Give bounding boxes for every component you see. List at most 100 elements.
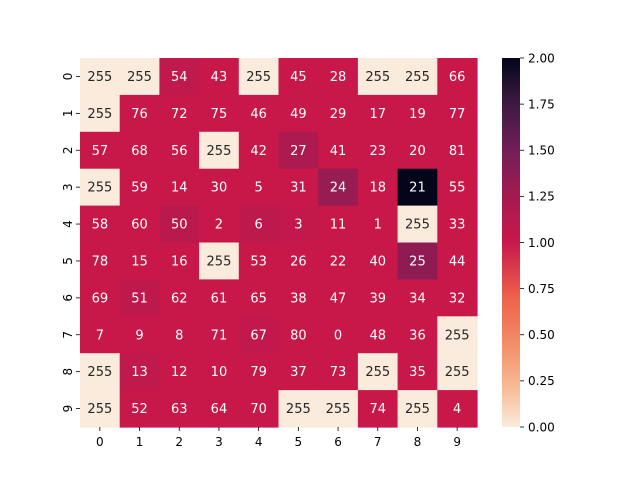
cell-label-4-9: 33 [449, 218, 466, 233]
cell-label-8-4: 79 [250, 365, 267, 380]
cell-label-7-8: 36 [409, 328, 426, 343]
heatmap-cell-9-5 [278, 390, 319, 428]
cell-label-3-7: 18 [369, 181, 386, 196]
cell-label-5-4: 53 [250, 254, 267, 269]
cell-label-4-7: 1 [374, 218, 382, 233]
heatmap-cell-4-2 [159, 205, 200, 244]
cell-label-7-3: 71 [211, 328, 228, 343]
heatmap-cell-6-6 [318, 279, 359, 317]
heatmap-cell-5-0 [80, 242, 121, 280]
heatmap-cell-8-9 [437, 353, 478, 391]
cell-label-5-2: 16 [171, 254, 188, 269]
heatmap-cell-2-6 [318, 131, 359, 170]
heatmap-cell-9-7 [357, 390, 399, 428]
cell-label-3-1: 59 [131, 181, 148, 196]
y-axis: 0 1 2 3 4 5 6 7 8 9 [61, 73, 80, 413]
heatmap-cell-5-5 [278, 242, 319, 280]
cell-label-5-5: 26 [290, 254, 307, 269]
heatmap-cell-6-8 [397, 279, 438, 317]
heatmap-cell-0-8 [397, 58, 438, 96]
heatmap-cell-4-4 [238, 205, 280, 244]
y-tick-label-2: 2 [61, 146, 75, 154]
cell-label-7-5: 80 [290, 328, 307, 343]
cell-label-7-1: 9 [135, 328, 143, 343]
cell-label-0-7: 255 [365, 70, 390, 85]
cell-label-9-2: 63 [171, 402, 188, 417]
heatmap-cell-0-6 [318, 58, 359, 96]
heatmap-cell-1-7 [357, 94, 399, 133]
cell-label-0-6: 28 [330, 70, 347, 85]
heatmap-cell-2-9 [437, 131, 478, 170]
heatmap-cell-7-4 [238, 316, 280, 354]
cell-label-0-2: 54 [171, 70, 188, 85]
cell-label-0-3: 43 [211, 70, 228, 85]
heatmap-cell-2-2 [159, 131, 200, 170]
heatmap-cell-7-7 [357, 316, 399, 354]
heatmap-cell-2-3 [199, 131, 240, 170]
cell-label-4-4: 6 [255, 218, 263, 233]
cell-label-9-9: 4 [453, 402, 461, 417]
cell-label-6-0: 69 [92, 291, 109, 306]
cell-label-3-5: 31 [290, 181, 307, 196]
heatmap-cell-3-5 [278, 168, 319, 207]
heatmap-cell-2-5 [278, 131, 319, 170]
heatmap-cell-6-3 [199, 279, 240, 317]
cell-label-5-7: 40 [369, 254, 386, 269]
x-tick-label-5: 5 [295, 435, 303, 449]
cell-label-5-6: 22 [330, 254, 347, 269]
cell-label-3-0: 255 [87, 181, 112, 196]
cell-label-4-3: 2 [215, 218, 223, 233]
cell-label-8-2: 12 [171, 365, 188, 380]
heatmap-cell-1-0 [80, 94, 121, 133]
heatmap-cell-3-4 [238, 168, 280, 207]
cell-label-2-0: 57 [92, 144, 109, 159]
heatmap-cell-2-0 [80, 131, 121, 170]
heatmap-cell-9-8 [397, 390, 438, 428]
heatmap-cell-1-1 [119, 94, 160, 133]
heatmap-cell-8-4 [238, 353, 280, 391]
cell-label-3-4: 5 [255, 181, 263, 196]
heatmap-cell-4-7 [357, 205, 399, 244]
cell-label-6-6: 47 [330, 291, 347, 306]
heatmap-cell-5-2 [159, 242, 200, 280]
cell-label-2-4: 42 [250, 144, 267, 159]
heatmap-cell-9-9 [437, 390, 478, 428]
heatmap-cell-3-7 [357, 168, 399, 207]
cell-label-6-8: 34 [409, 291, 426, 306]
cell-label-5-3: 255 [207, 254, 232, 269]
cell-label-2-6: 41 [330, 144, 347, 159]
cell-label-1-6: 29 [330, 107, 347, 122]
heatmap-cell-7-0 [80, 316, 121, 354]
heatmap-cell-0-9 [437, 58, 478, 96]
heatmap-cell-3-8 [397, 168, 438, 207]
cell-label-1-4: 46 [250, 107, 267, 122]
cell-label-1-9: 77 [449, 107, 466, 122]
cell-label-6-5: 38 [290, 291, 307, 306]
colorbar-tick-label-6: 1.50 [528, 144, 555, 158]
cell-label-6-2: 62 [171, 291, 188, 306]
x-tick-label-9: 9 [453, 435, 461, 449]
cell-label-9-1: 52 [131, 402, 148, 417]
cell-label-6-1: 51 [131, 291, 148, 306]
heatmap-cell-3-1 [119, 168, 160, 207]
y-tick-label-9: 9 [61, 405, 75, 413]
cell-label-1-5: 49 [290, 107, 307, 122]
heatmap-cell-7-5 [278, 316, 319, 354]
heatmap-cell-1-8 [397, 94, 438, 133]
x-tick-label-7: 7 [374, 435, 382, 449]
cell-label-4-5: 3 [294, 218, 302, 233]
cell-label-4-8: 255 [405, 218, 430, 233]
cell-label-3-3: 30 [211, 181, 228, 196]
heatmap-cell-2-1 [119, 131, 160, 170]
cell-label-0-0: 255 [87, 70, 112, 85]
heatmap-cell-4-8 [397, 205, 438, 244]
x-tick-label-0: 0 [96, 435, 104, 449]
cell-label-8-1: 13 [131, 365, 148, 380]
y-tick-label-6: 6 [61, 294, 75, 302]
heatmap-cell-3-3 [199, 168, 240, 207]
cell-label-2-7: 23 [369, 144, 386, 159]
y-tick-label-5: 5 [61, 257, 75, 265]
cell-label-9-4: 70 [250, 402, 267, 417]
heatmap-cell-2-4 [238, 131, 280, 170]
